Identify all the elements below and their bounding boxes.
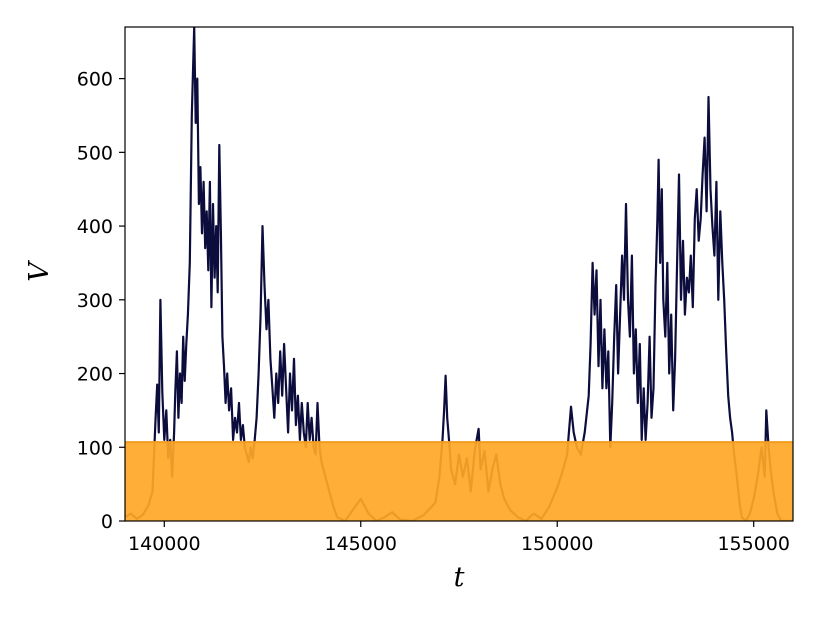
x-axis-ticks: 140000 145000 150000 155000 [128,521,790,555]
y-tick-label: 200 [77,364,113,386]
band-layer [125,441,793,521]
y-tick-label: 0 [101,511,113,533]
y-axis-label: V [24,260,55,282]
y-tick-label: 500 [77,142,113,164]
x-tick-label: 140000 [128,533,201,555]
threshold-band [125,442,793,521]
y-axis-ticks: 0 100 200 300 400 500 600 [77,69,125,533]
x-axis-label: t [454,562,465,593]
y-tick-label: 300 [77,290,113,312]
x-tick-label: 145000 [324,533,397,555]
x-tick-label: 155000 [717,533,790,555]
y-tick-label: 600 [77,69,113,91]
x-tick-label: 150000 [521,533,594,555]
plot-frame [124,26,794,522]
plot-area [125,27,793,521]
y-tick-label: 400 [77,216,113,238]
y-tick-label: 100 [77,437,113,459]
